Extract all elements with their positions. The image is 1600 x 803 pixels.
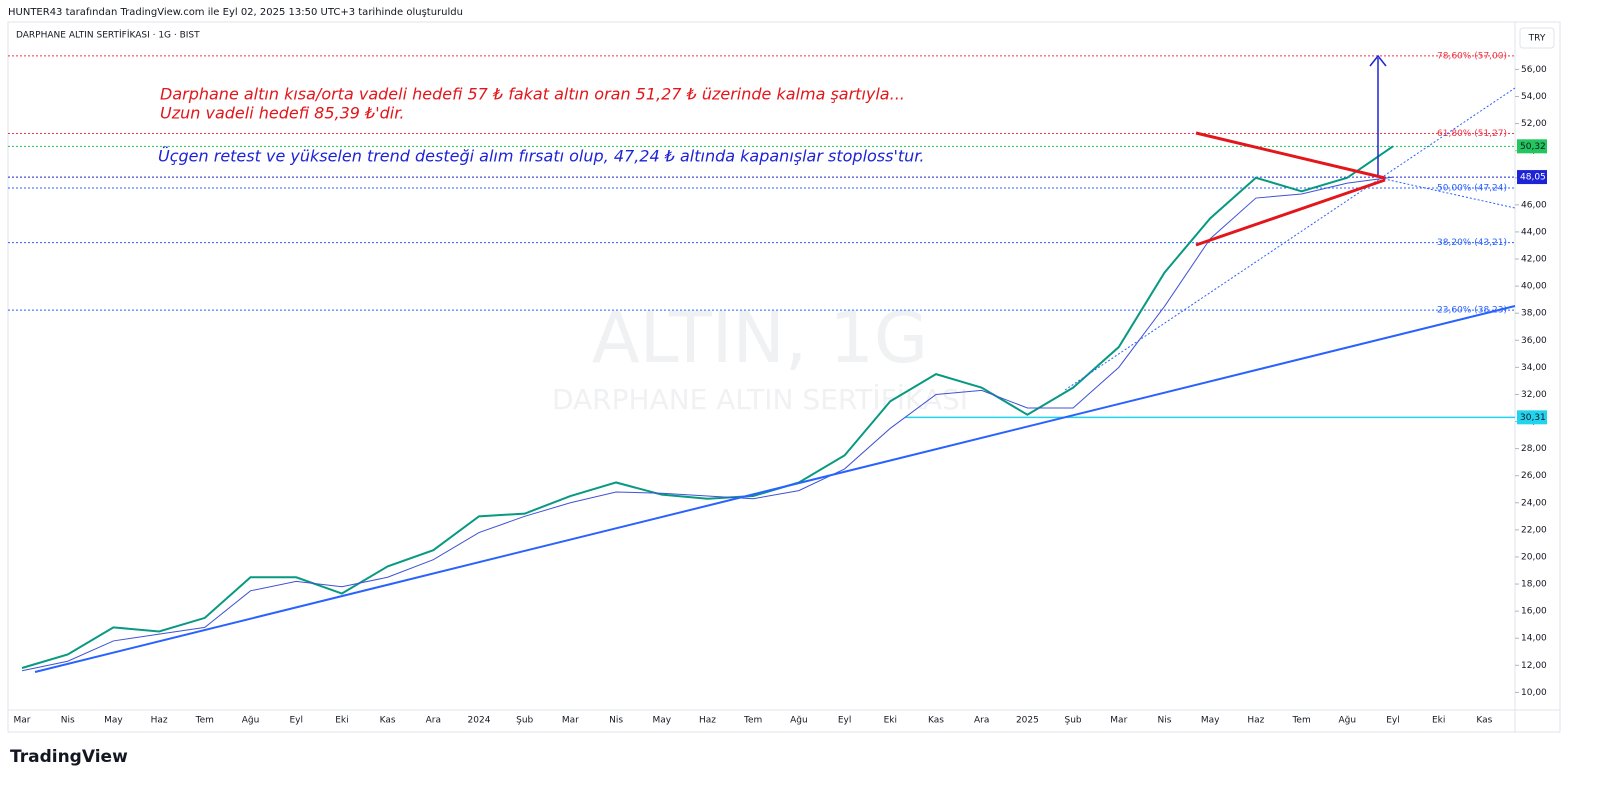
x-tick-label: Tem (1291, 716, 1310, 726)
y-tick-label: 54,00 (1521, 92, 1547, 102)
frame (7, 21, 1561, 733)
x-tick-label: May (1201, 716, 1220, 726)
fib-label: 38,20% (43,21) (1437, 238, 1507, 248)
x-tick-label: Şub (516, 716, 533, 726)
x-tick-label: Ağu (1339, 716, 1357, 726)
x-tick-label: Şub (1065, 716, 1082, 726)
x-tick-label: Mar (562, 716, 579, 726)
x-tick-label: Haz (699, 716, 716, 726)
x-tick-label: Haz (151, 716, 168, 726)
x-tick-label: Nis (609, 716, 623, 726)
y-tick-label: 22,00 (1521, 525, 1547, 535)
price-label-box (1517, 139, 1547, 154)
triangle-line (1195, 131, 1386, 180)
x-tick-label: Ara (974, 716, 989, 726)
x-tick-label: Eyl (1386, 716, 1400, 726)
y-tick-label: 16,00 (1521, 607, 1547, 617)
price-label-box (1517, 410, 1547, 425)
y-tick-label: 14,00 (1521, 634, 1547, 644)
y-tick-label: 42,00 (1521, 255, 1547, 265)
fib-label: 23,60% (38,23) (1437, 306, 1507, 316)
y-tick-label: 32,00 (1521, 390, 1547, 400)
trendline (34, 305, 1516, 673)
x-tick-label: Ağu (242, 716, 260, 726)
x-tick-label: Kas (928, 716, 944, 726)
x-tick-label: Eyl (838, 716, 852, 726)
y-tick-label: 38,00 (1521, 309, 1547, 319)
x-tick-label: Nis (61, 716, 75, 726)
credit: HUNTER43 tarafından TradingView.com ile … (8, 7, 463, 18)
y-tick-label: 40,00 (1521, 282, 1547, 292)
x-tick-label: Ara (426, 716, 441, 726)
x-tick-label: Haz (1247, 716, 1264, 726)
x-tick-label: Mar (1110, 716, 1127, 726)
x-tick-label: 2025 (1016, 716, 1039, 726)
trendline-dotted (1379, 177, 1516, 209)
watermark-title: ALTIN, 1G (592, 297, 928, 379)
arrow-head (1369, 54, 1387, 67)
triangle-line (1195, 178, 1386, 247)
y-tick-label: 20,00 (1521, 552, 1547, 562)
y-tick-label: 10,00 (1521, 688, 1547, 698)
price-label: 48,05 (1520, 173, 1546, 183)
symbol: DARPHANE ALTIN SERTİFİKASI · 1G · BIST (16, 30, 200, 41)
x-tick-label: Eki (1432, 716, 1445, 726)
price-label: 30,31 (1520, 413, 1546, 423)
price-label-box (1517, 170, 1547, 185)
x-tick-label: 2024 (468, 716, 491, 726)
x-tick-label: May (104, 716, 123, 726)
currency[interactable]: TRY (1528, 34, 1546, 44)
price-label: 50,32 (1520, 142, 1546, 152)
y-tick-label: 18,00 (1521, 580, 1547, 590)
watermark-subtitle: DARPHANE ALTIN SERTİFİKASI (552, 383, 968, 416)
x-tick-label: Ağu (790, 716, 808, 726)
y-tick-label: 26,00 (1521, 471, 1547, 481)
x-tick-label: Kas (1476, 716, 1492, 726)
series-line (21, 176, 1394, 672)
y-tick-label: 34,00 (1521, 363, 1547, 373)
annotation: Darphane altın kısa/orta vadeli hedefi 5… (160, 85, 905, 104)
fib-label: 78,60% (57,00) (1437, 51, 1507, 61)
x-tick-label: Tem (743, 716, 762, 726)
logo: TradingView (10, 747, 128, 767)
x-tick-label: Tem (195, 716, 214, 726)
x-tick-label: Eki (335, 716, 348, 726)
currency-box[interactable] (1519, 27, 1555, 49)
y-tick-label: 24,00 (1521, 498, 1547, 508)
y-tick-label: 28,00 (1521, 444, 1547, 454)
y-tick-label: 56,00 (1521, 65, 1547, 75)
fib-label: 50,00% (47,24) (1437, 184, 1507, 194)
annotation: Uzun vadeli hedefi 85,39 ₺'dir. (160, 104, 404, 123)
y-tick-label: 12,00 (1521, 661, 1547, 671)
series-line (21, 145, 1394, 669)
y-tick-label: 36,00 (1521, 336, 1547, 346)
x-tick-label: Nis (1158, 716, 1172, 726)
x-tick-label: Kas (380, 716, 396, 726)
annotation: Üçgen retest ve yükselen trend desteği a… (158, 147, 924, 166)
y-tick-label: 44,00 (1521, 227, 1547, 237)
y-tick-label: 46,00 (1521, 200, 1547, 210)
x-tick-label: Eyl (289, 716, 303, 726)
x-tick-label: Mar (14, 716, 31, 726)
x-tick-label: Eki (884, 716, 897, 726)
x-tick-label: May (652, 716, 671, 726)
y-tick-label: 52,00 (1521, 119, 1547, 129)
fib-label: 61,80% (51,27) (1437, 129, 1507, 139)
